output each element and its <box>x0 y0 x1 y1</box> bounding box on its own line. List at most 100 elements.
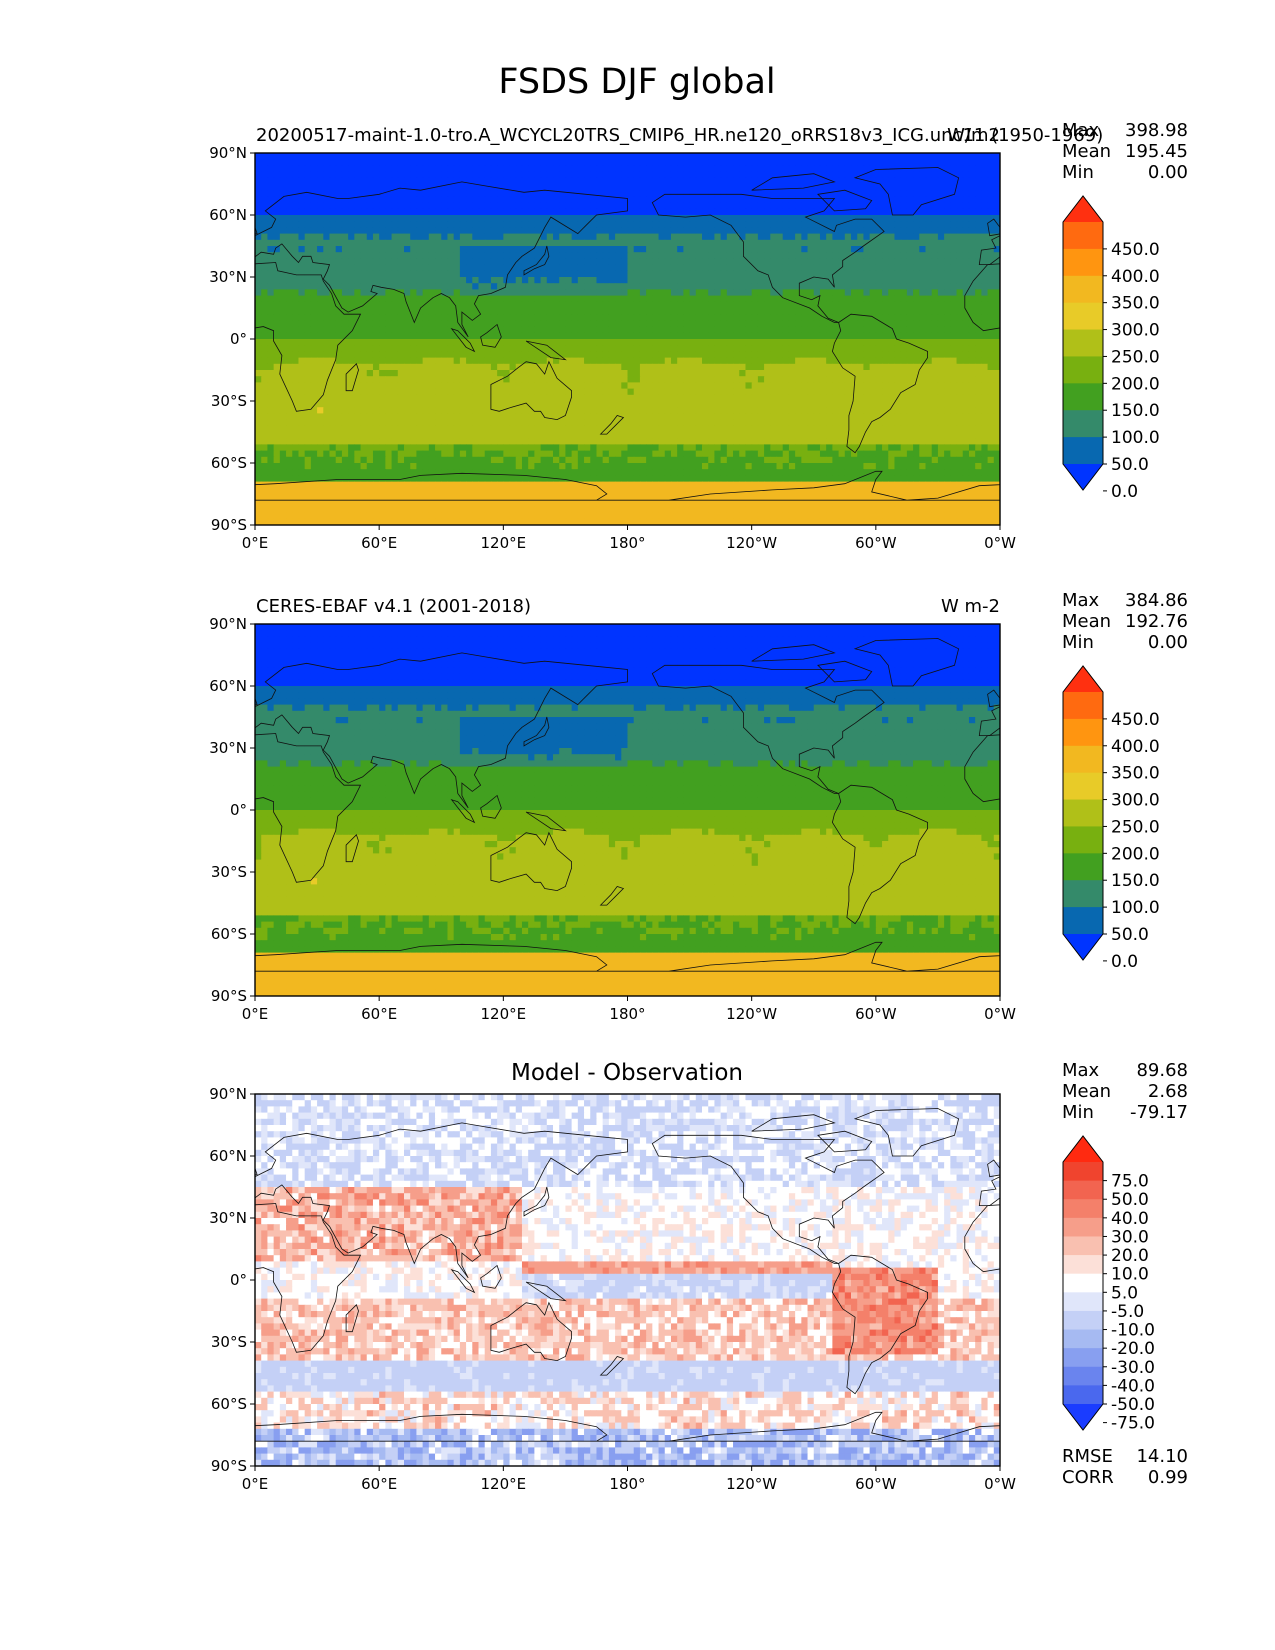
colorbar-segment <box>1063 799 1103 827</box>
coastline <box>110 639 214 687</box>
colorbar-segment <box>1063 692 1103 720</box>
coastline <box>255 181 628 338</box>
panel-left-title: 20200517-maint-1.0-tro.A_WCYCL20TRS_CMIP… <box>256 125 1103 146</box>
colorbar-segment <box>1063 1310 1103 1331</box>
coastline <box>525 340 567 361</box>
colorbar-tick-label: 350.0 <box>1111 764 1160 784</box>
mean-label: Mean <box>1062 141 1111 162</box>
colorbar-segment <box>1063 383 1103 411</box>
colorbar-tick-label: -5.0 <box>1111 1302 1144 1322</box>
coastline <box>480 1264 502 1289</box>
coastline <box>345 1304 359 1333</box>
lat-tick-label: 30°S <box>211 863 247 881</box>
coastline <box>480 794 502 819</box>
colorbar: 75.050.040.030.020.010.05.0-5.0-10.0-20.… <box>1062 1135 1155 1434</box>
coastline <box>255 262 362 412</box>
coastline <box>1197 329 1220 352</box>
coastline <box>1197 1270 1220 1293</box>
panel-units: W/m2 <box>947 125 1000 146</box>
coastline <box>853 638 960 687</box>
lon-tick-label: 60°W <box>855 1475 897 1493</box>
rmse-corr-box: RMSE 14.10 CORR 0.99 <box>1062 1446 1188 1488</box>
coastline <box>1236 362 1275 420</box>
colorbar-segment <box>1063 410 1103 438</box>
colorbar-tick-label: 75.0 <box>1111 1172 1149 1192</box>
coastlines <box>73 167 1275 501</box>
colorbar-extend-top <box>1063 666 1103 692</box>
colorbar-segment <box>1063 1180 1103 1200</box>
colorbar-segment <box>1063 222 1103 250</box>
lat-tick-label: 30°S <box>211 392 247 410</box>
colorbar-segment <box>1063 1273 1103 1293</box>
colorbar-extend-bottom <box>1063 934 1103 960</box>
lat-tick-label: 30°S <box>211 1333 247 1351</box>
lat-tick-label: 90°S <box>211 987 247 1005</box>
coastline <box>651 1134 885 1264</box>
lat-tick-label: 60°N <box>209 677 247 695</box>
colorbar-tick-label: 50.0 <box>1111 925 1149 945</box>
figure-title: FSDS DJF global <box>498 62 775 102</box>
lon-tick-label: 60°W <box>855 1005 897 1023</box>
colorbar-tick-label: 100.0 <box>1111 428 1160 448</box>
coastline <box>87 1255 182 1394</box>
colorbar-segment <box>1063 718 1103 747</box>
colorbar-tick-label: 150.0 <box>1111 871 1160 891</box>
lat-tick-label: 30°N <box>209 739 247 757</box>
colorbar-segment <box>1063 275 1103 304</box>
colorbar-segment <box>1063 302 1103 331</box>
colorbar-tick-label: 200.0 <box>1111 374 1160 394</box>
coastline <box>490 360 572 421</box>
colorbar-tick-label: 300.0 <box>1111 321 1160 341</box>
lat-tick-label: 0° <box>230 1271 247 1289</box>
coastline <box>450 1268 476 1294</box>
colorbar-tick-label: -50.0 <box>1111 1395 1155 1415</box>
colorbar-tick-label: 250.0 <box>1111 347 1160 367</box>
panel-difference: Model - Observation 90°N 60°N 30°N 0° 30°S 60… <box>87 1060 1275 1493</box>
colorbar-tick-label: 10.0 <box>1111 1265 1149 1285</box>
coastline <box>490 1301 572 1362</box>
colorbar-segment <box>1063 1236 1103 1256</box>
coastline <box>255 943 628 972</box>
coastline <box>73 190 127 211</box>
lon-tick-label: 60°W <box>855 534 897 552</box>
coastline <box>817 660 873 683</box>
lon-tick-label: 0°E <box>242 1005 269 1023</box>
stats-box: Max 398.98 Mean 195.45 Min 0.00 <box>1062 120 1188 183</box>
coastline <box>853 167 960 216</box>
map-obs-field <box>255 624 1000 996</box>
max-label: Max <box>1062 1060 1100 1081</box>
colorbar-tick-label: -10.0 <box>1111 1321 1155 1341</box>
coastline <box>490 831 572 892</box>
coastline <box>1226 796 1247 819</box>
colorbar-segment <box>1063 1292 1103 1312</box>
colorbar-segment <box>1063 1366 1103 1386</box>
coastline <box>1269 717 1275 746</box>
panel-model: 20200517-maint-1.0-tro.A_WCYCL20TRS_CMIP… <box>73 120 1275 552</box>
coastline <box>987 689 1000 708</box>
lat-tick-label: 90°S <box>211 516 247 534</box>
rmse-value: 14.10 <box>1136 1446 1188 1467</box>
lat-tick-label: 90°N <box>209 144 247 162</box>
coastline <box>651 664 885 794</box>
coastline <box>831 784 928 925</box>
lat-tick-label: 90°S <box>211 1457 247 1475</box>
colorbar-tick-label: 400.0 <box>1111 737 1160 757</box>
coastline <box>599 886 625 906</box>
coastline <box>651 193 885 323</box>
coastline <box>831 313 928 454</box>
lat-tick-label: 60°S <box>211 454 247 472</box>
stats-box: Max 384.86 Mean 192.76 Min 0.00 <box>1062 590 1188 653</box>
lon-tick-label: 120°W <box>726 534 777 552</box>
axis-ticks: 90°N 60°N 30°N 0° 30°S 60°S 90°S0°E 60°E 120°E 18… <box>209 1085 1016 1493</box>
coastline <box>853 1108 960 1157</box>
coastline <box>1226 325 1247 348</box>
colorbar-segment <box>1063 248 1103 277</box>
coastline <box>1269 1187 1275 1216</box>
colorbar-tick-label: 5.0 <box>1111 1283 1138 1303</box>
max-value: 398.98 <box>1125 120 1188 141</box>
coastline <box>0 665 139 793</box>
coastline <box>7 645 90 662</box>
coastline <box>73 661 127 682</box>
lon-tick-label: 120°E <box>481 534 527 552</box>
